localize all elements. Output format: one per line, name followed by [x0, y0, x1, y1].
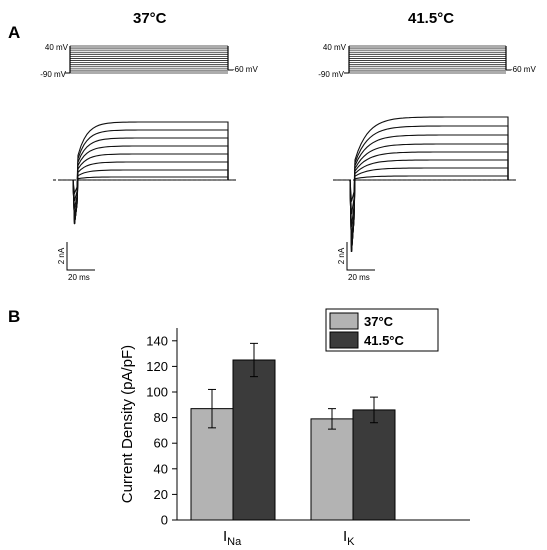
panel-a-letter: A: [8, 23, 20, 42]
y-tick-label: 140: [146, 333, 168, 348]
right-voltage-top: 40 mV: [323, 43, 347, 52]
bar-chart: 0 20 40 60 80 100 120 140 INa IK Current Density…: [119, 308, 470, 548]
x-category-label: INa: [223, 528, 242, 548]
current-trace: [59, 129, 236, 202]
right-title: 41.5°C: [408, 10, 454, 27]
current-trace: [336, 167, 516, 253]
left-current-traces: [59, 121, 236, 225]
bar: [310, 418, 354, 521]
y-tick-label: 100: [146, 385, 168, 400]
y-tick-label: 0: [161, 513, 168, 528]
panel-b-letter: B: [8, 307, 20, 326]
current-trace: [336, 116, 516, 202]
left-voltage-bottom: -90 mV: [40, 70, 66, 79]
left-voltage-protocol: [65, 45, 233, 74]
legend-swatch: [329, 331, 359, 349]
current-trace: [59, 179, 236, 225]
x-category-label: IK: [343, 528, 355, 548]
legend: 37°C 41.5°C: [325, 308, 439, 352]
protocol-holding: [344, 69, 511, 74]
current-trace: [336, 143, 516, 240]
x-categories: INa IK: [223, 528, 355, 548]
y-tick-label: 80: [154, 410, 168, 425]
right-current-traces: [336, 116, 516, 253]
current-trace: [336, 134, 516, 227]
left-scale-y: 2 nA: [57, 247, 66, 264]
current-trace: [336, 151, 516, 253]
current-trace: [59, 121, 236, 196]
current-trace: [59, 161, 236, 225]
bar: [352, 409, 396, 521]
bars: [190, 359, 396, 521]
legend-label: 37°C: [364, 314, 394, 329]
left-scale-bar: [66, 242, 95, 271]
current-trace: [336, 125, 516, 215]
left-voltage-top: 40 mV: [45, 43, 69, 52]
y-axis-label: Current Density (pA/pF): [119, 345, 136, 503]
right-scale-bar: [346, 242, 375, 271]
left-title: 37°C: [133, 10, 167, 27]
protocol-holding: [65, 69, 233, 74]
legend-label: 41.5°C: [364, 333, 405, 348]
current-trace: [59, 169, 236, 225]
y-ticks: 0 20 40 60 80 100 120 140: [146, 333, 177, 528]
right-voltage-bottom: -90 mV: [318, 70, 344, 79]
right-voltage-protocol: [344, 45, 511, 74]
current-trace: [59, 145, 236, 217]
error-bars: [208, 342, 378, 430]
y-tick-label: 60: [154, 436, 168, 451]
y-tick-label: 120: [146, 359, 168, 374]
current-trace: [336, 175, 516, 253]
legend-swatch: [329, 312, 359, 330]
right-scale-x: 20 ms: [348, 273, 370, 282]
current-trace: [59, 153, 236, 225]
right-scale-y: 2 nA: [337, 247, 346, 264]
y-tick-label: 40: [154, 461, 168, 476]
current-trace: [336, 179, 516, 253]
left-voltage-hold: -60 mV: [232, 65, 258, 74]
bar: [232, 359, 276, 521]
right-voltage-hold: -60 mV: [510, 65, 536, 74]
current-trace: [336, 159, 516, 253]
left-scale-x: 20 ms: [68, 273, 90, 282]
current-trace: [59, 137, 236, 209]
current-trace: [59, 176, 236, 225]
y-tick-label: 20: [154, 487, 168, 502]
